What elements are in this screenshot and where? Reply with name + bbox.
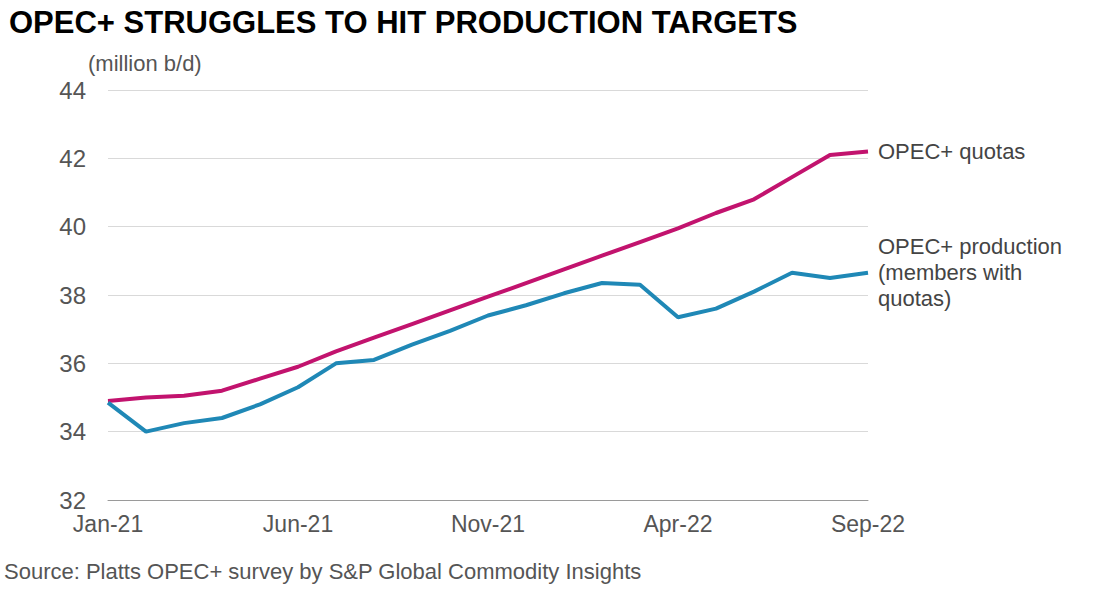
svg-text:Jan-21: Jan-21: [73, 511, 143, 537]
svg-text:38: 38: [59, 282, 86, 309]
svg-text:32: 32: [59, 487, 86, 514]
svg-text:(members with: (members with: [878, 260, 1028, 285]
svg-text:Source: Platts OPEC+ survey by: Source: Platts OPEC+ survey by S&P Globa…: [4, 559, 641, 584]
svg-text:Jun-21: Jun-21: [263, 511, 333, 537]
svg-text:44: 44: [59, 77, 86, 104]
svg-text:quotas): quotas): [878, 286, 951, 311]
svg-text:OPEC+ quotas: OPEC+ quotas: [878, 139, 1025, 164]
svg-text:Apr-22: Apr-22: [643, 511, 712, 537]
svg-text:42: 42: [59, 145, 86, 172]
svg-text:40: 40: [59, 213, 86, 240]
svg-text:OPEC+ production: OPEC+ production: [878, 234, 1068, 259]
svg-text:34: 34: [59, 418, 86, 445]
svg-text:(million b/d): (million b/d): [88, 51, 202, 76]
svg-text:OPEC+ STRUGGLES TO HIT PRODUCT: OPEC+ STRUGGLES TO HIT PRODUCTION TARGET…: [9, 5, 798, 40]
svg-text:Nov-21: Nov-21: [451, 511, 525, 537]
svg-text:36: 36: [59, 350, 86, 377]
svg-text:Sep-22: Sep-22: [831, 511, 905, 537]
